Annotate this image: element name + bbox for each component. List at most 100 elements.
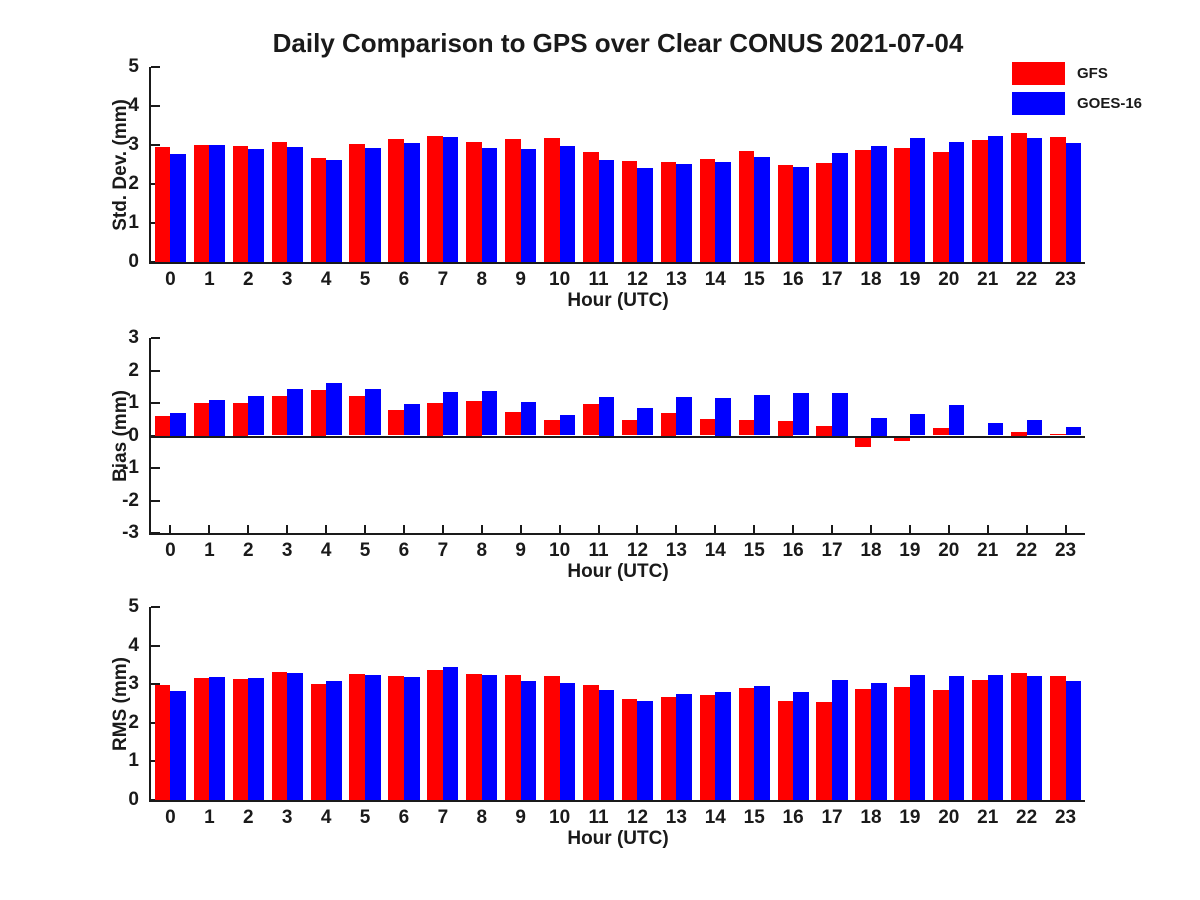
bar-goes-16-hour-0 <box>170 153 187 262</box>
bar-gfs-hour-11 <box>582 403 599 436</box>
x-tick-label: 13 <box>665 269 687 290</box>
bar-goes-16-hour-13 <box>676 164 692 262</box>
x-axis-line <box>149 800 1085 802</box>
bar-goes-16-hour-23 <box>1065 426 1082 436</box>
x-tick <box>402 525 405 533</box>
y-axis-line <box>149 338 151 535</box>
y-tick-label: 4 <box>128 95 139 116</box>
bar-goes-16-hour-10 <box>559 145 576 262</box>
bar-gfs-hour-23 <box>1049 136 1066 262</box>
x-tick <box>1064 525 1067 533</box>
bar-goes-16-hour-1 <box>209 676 225 800</box>
legend-swatch-gfs <box>1012 62 1065 85</box>
x-tick <box>597 525 600 533</box>
bar-gfs-hour-4 <box>310 158 327 262</box>
x-tick <box>986 525 989 533</box>
bar-gfs-hour-9 <box>505 138 521 262</box>
x-tick-label: 4 <box>320 807 332 828</box>
bar-goes-16-hour-20 <box>948 142 965 262</box>
x-tick-label: 14 <box>704 540 726 561</box>
bar-goes-16-hour-18 <box>870 417 887 436</box>
bar-goes-16-hour-16 <box>793 166 809 262</box>
x-tick <box>753 525 756 533</box>
x-tick-label: 0 <box>165 807 176 828</box>
x-axis-line <box>149 533 1085 535</box>
x-tick-label: 0 <box>165 269 176 290</box>
bar-goes-16-hour-5 <box>365 674 381 800</box>
y-tick <box>151 799 160 801</box>
bar-goes-16-hour-23 <box>1065 143 1082 262</box>
x-tick-label: 5 <box>359 807 371 828</box>
bar-gfs-hour-3 <box>271 141 288 262</box>
x-tick-label: 7 <box>437 540 449 561</box>
bar-gfs-hour-15 <box>738 150 755 262</box>
x-tick-label: 22 <box>1016 269 1038 290</box>
y-axis-line <box>149 67 151 264</box>
bar-goes-16-hour-12 <box>637 407 654 436</box>
bar-gfs-hour-6 <box>388 410 404 436</box>
bar-goes-16-hour-7 <box>442 137 459 262</box>
x-tick-label: 20 <box>938 807 960 828</box>
bar-goes-16-hour-2 <box>248 396 264 436</box>
x-tick-label: 16 <box>782 540 804 561</box>
x-tick-label: 6 <box>398 269 410 290</box>
bar-goes-16-hour-6 <box>403 143 420 262</box>
x-tick <box>519 525 522 533</box>
bar-gfs-hour-23 <box>1049 434 1066 436</box>
bar-goes-16-hour-9 <box>520 680 537 800</box>
bar-goes-16-hour-21 <box>987 674 1004 800</box>
bar-gfs-hour-12 <box>621 161 638 262</box>
y-tick-label: -1 <box>122 457 139 478</box>
bar-gfs-hour-22 <box>1011 133 1027 262</box>
bar-gfs-hour-7 <box>427 403 443 436</box>
y-tick-label: 5 <box>128 56 139 77</box>
x-tick-label: 19 <box>899 269 921 290</box>
bar-goes-16-hour-20 <box>948 675 965 800</box>
x-tick-label: 20 <box>938 269 960 290</box>
bar-gfs-hour-0 <box>154 684 171 800</box>
y-axis-label-stddev: Std. Dev. (mm) <box>110 98 131 231</box>
x-tick-label: 4 <box>320 269 332 290</box>
bar-gfs-hour-20 <box>933 152 949 262</box>
bar-gfs-hour-2 <box>232 679 249 800</box>
bar-gfs-hour-20 <box>933 428 949 436</box>
bar-gfs-hour-5 <box>349 395 366 436</box>
x-tick-label: 22 <box>1016 807 1038 828</box>
x-tick <box>1025 525 1028 533</box>
bar-goes-16-hour-12 <box>637 700 654 800</box>
bar-gfs-hour-1 <box>193 403 210 436</box>
x-tick-label: 21 <box>977 269 999 290</box>
x-tick-label: 11 <box>588 269 609 290</box>
y-tick-label: 2 <box>128 359 139 381</box>
chart-title: Daily Comparison to GPS over Clear CONUS… <box>272 28 964 58</box>
bar-gfs-hour-5 <box>349 673 366 800</box>
bar-goes-16-hour-16 <box>793 692 809 800</box>
x-tick <box>247 525 250 533</box>
zero-line <box>151 435 1085 438</box>
x-tick-label: 16 <box>782 807 804 828</box>
bar-goes-16-hour-7 <box>442 392 459 436</box>
y-tick-label: 0 <box>128 251 139 272</box>
bar-goes-16-hour-8 <box>481 148 498 262</box>
bar-goes-16-hour-6 <box>403 403 420 436</box>
bar-goes-16-hour-1 <box>209 399 225 436</box>
x-tick-label: 0 <box>165 540 176 561</box>
plot-area-stddev: 0 1 2 3 4 5 0 1 2 3 4 5 6 7 8 9 10 11 12 13 14 15 16 17 18 19 20 21… <box>128 56 1085 290</box>
bar-gfs-hour-1 <box>193 145 210 262</box>
bar-goes-16-hour-17 <box>832 152 848 262</box>
y-tick <box>151 606 160 608</box>
x-tick-label: 10 <box>549 807 571 828</box>
bar-goes-16-hour-19 <box>909 413 926 436</box>
x-tick-label: 6 <box>398 807 410 828</box>
bar-gfs-hour-13 <box>660 696 677 800</box>
x-tick-label: 10 <box>549 269 571 290</box>
legend-label-goes16: GOES-16 <box>1077 95 1143 112</box>
bar-goes-16-hour-0 <box>170 412 187 436</box>
x-tick-label: 1 <box>204 807 215 828</box>
x-tick <box>208 525 211 533</box>
bar-gfs-hour-16 <box>777 420 794 436</box>
bar-goes-16-hour-22 <box>1026 137 1043 262</box>
bar-goes-16-hour-16 <box>793 392 809 436</box>
bar-goes-16-hour-14 <box>715 161 731 262</box>
